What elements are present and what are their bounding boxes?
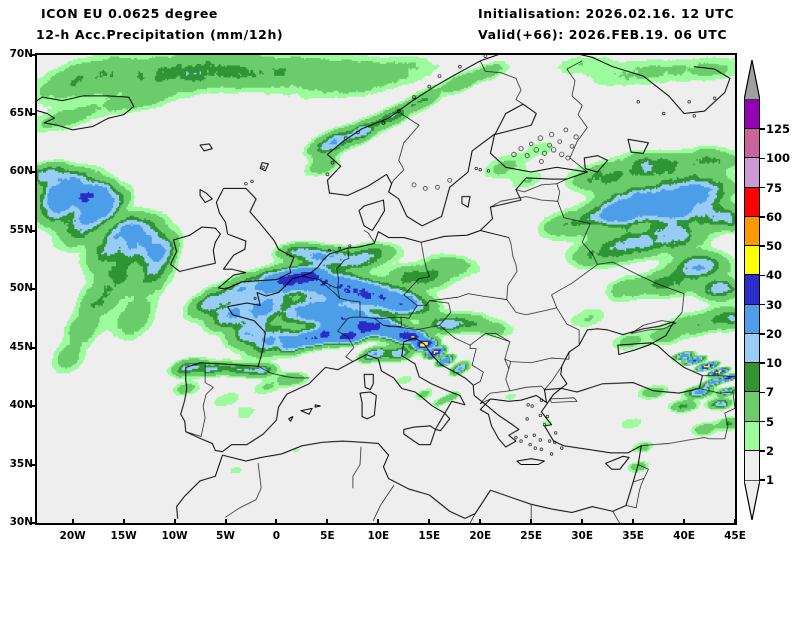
field-name-label: 12-h Acc.Precipitation (mm/12h): [36, 27, 284, 42]
colorbar-band: [745, 216, 759, 247]
colorbar-band: [745, 450, 759, 480]
colorbar-tick-mark: [760, 245, 765, 247]
valid-time-label: Valid(+66): 2026.FEB.19. 06 UTC: [478, 27, 728, 42]
lat-tick-label: 45N: [9, 340, 33, 353]
lon-tick-label: 5W: [216, 530, 235, 542]
model-name-label: ICON EU 0.0625 degree: [41, 6, 218, 21]
lat-tick-mark: [29, 288, 35, 290]
lon-tick-label: 25E: [520, 530, 543, 542]
lon-tick-mark: [581, 519, 584, 525]
lat-tick-mark: [29, 112, 35, 115]
lon-tick-label: 0: [272, 530, 281, 542]
lon-tick-mark: [173, 519, 176, 525]
lat-tick-mark: [29, 229, 35, 232]
lat-tick-mark: [29, 346, 35, 349]
lon-tick-mark: [275, 519, 278, 525]
colorbar-band: [745, 421, 759, 451]
colorbar-band: [745, 100, 759, 130]
lat-tick-mark: [29, 54, 35, 56]
colorbar-under-arrow: [744, 480, 760, 520]
colorbar-tick-mark: [760, 274, 765, 277]
colorbar-tick-label: 1: [766, 473, 775, 487]
map-frame: [35, 53, 737, 525]
colorbar-tick-mark: [760, 420, 765, 423]
lat-tick-label: 65N: [9, 106, 33, 119]
lat-tick-label: 70N: [9, 48, 33, 60]
lon-tick-label: 10E: [367, 530, 390, 542]
colorbar-tick-label: 30: [766, 297, 783, 312]
lat-tick-mark: [29, 522, 35, 524]
lon-tick-label: 20W: [59, 530, 86, 542]
colorbar-band: [745, 187, 759, 217]
lon-tick-label: 45E: [724, 530, 746, 542]
precipitation-colorbar: 125 100 75 60 50 40 30 20 10 7 5 2 1: [742, 60, 800, 520]
colorbar-band: [745, 363, 759, 393]
lon-tick-mark: [377, 519, 380, 525]
colorbar-tick-mark: [760, 333, 765, 335]
colorbar-bands: [744, 100, 760, 480]
colorbar-band: [745, 158, 759, 188]
colorbar-band: [745, 275, 759, 305]
colorbar-band: [745, 333, 759, 364]
colorbar-tick-mark: [760, 450, 765, 452]
colorbar-band: [745, 246, 759, 276]
colorbar-tick-label: 100: [766, 151, 791, 166]
colorbar-tick-label: 2: [766, 443, 775, 458]
colorbar-tick-mark: [760, 186, 765, 189]
lon-tick-mark: [71, 519, 74, 525]
lat-tick-label: 30N: [9, 516, 33, 528]
lon-tick-mark: [530, 519, 533, 525]
initialisation-label: Initialisation: 2026.02.16. 12 UTC: [478, 6, 735, 21]
lon-tick-mark: [632, 519, 635, 525]
colorbar-over-arrow: [744, 60, 760, 100]
lat-tick-label: 35N: [9, 457, 33, 470]
lon-tick-label: 40E: [673, 530, 695, 542]
colorbar-tick-label: 50: [766, 239, 783, 254]
lat-tick-mark: [29, 463, 35, 466]
lon-tick-mark: [479, 519, 482, 525]
lon-tick-label: 15W: [110, 530, 137, 542]
lat-tick-mark: [29, 405, 35, 407]
colorbar-tick-label: 20: [766, 326, 783, 341]
lon-tick-mark: [326, 519, 329, 525]
colorbar-band: [745, 304, 759, 334]
colorbar-tick-mark: [760, 216, 765, 218]
lat-tick-label: 50N: [9, 282, 33, 294]
lon-tick-mark: [428, 519, 431, 525]
latitude-axis: 70N 65N 60N 55N 50N 45N 40N 35N 30N: [0, 0, 33, 618]
lon-tick-mark: [122, 519, 125, 525]
colorbar-band: [745, 129, 759, 159]
lon-tick-label: 10W: [161, 530, 188, 542]
colorbar-tick-mark: [760, 303, 765, 306]
colorbar-tick-label: 125: [766, 122, 791, 137]
colorbar-tick-label: 5: [766, 414, 775, 429]
colorbar-tick-label: 60: [766, 209, 783, 224]
lon-tick-label: 30E: [571, 530, 594, 542]
colorbar-tick-mark: [760, 157, 765, 160]
colorbar-tick-mark: [760, 479, 765, 481]
lon-tick-label: 35E: [622, 530, 644, 542]
lon-tick-mark: [683, 519, 686, 525]
colorbar-tick-mark: [760, 128, 765, 130]
lon-tick-label: 20E: [469, 530, 492, 542]
colorbar-tick-label: 7: [766, 385, 775, 400]
colorbar-tick-mark: [760, 362, 765, 364]
lon-tick-label: 15E: [418, 530, 441, 542]
colorbar-tick-mark: [760, 391, 765, 394]
precipitation-map-canvas: [37, 55, 735, 523]
colorbar-tick-label: 40: [766, 268, 783, 283]
lat-tick-label: 55N: [9, 223, 33, 236]
colorbar-tick-label: 75: [766, 180, 783, 195]
lon-tick-mark: [224, 519, 227, 525]
lat-tick-mark: [29, 171, 35, 173]
colorbar-tick-label: 10: [766, 356, 783, 371]
lon-tick-label: 5E: [320, 530, 335, 542]
lat-tick-label: 40N: [9, 399, 33, 411]
lat-tick-label: 60N: [9, 165, 33, 177]
lon-tick-mark: [734, 519, 736, 525]
colorbar-band: [745, 392, 759, 422]
